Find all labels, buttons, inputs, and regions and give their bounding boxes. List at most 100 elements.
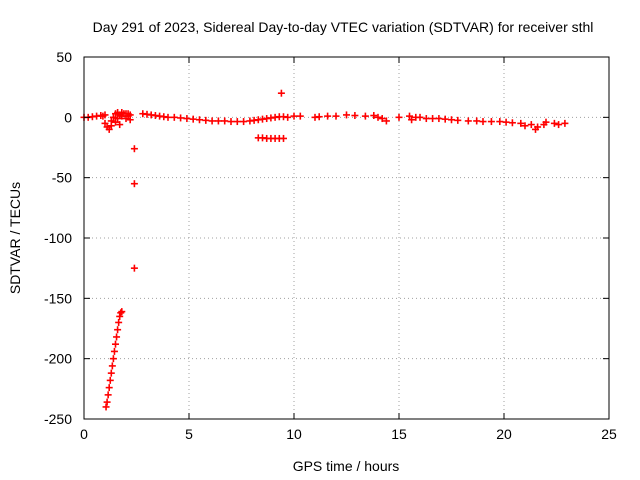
- y-tick-label: -100: [44, 230, 72, 246]
- data-point: [116, 312, 124, 320]
- data-point: [124, 110, 132, 118]
- data-point: [101, 111, 109, 119]
- y-tick-label: 50: [56, 49, 72, 65]
- data-point: [109, 113, 117, 121]
- data-point: [496, 118, 504, 126]
- data-point: [202, 116, 210, 124]
- data-point: [395, 113, 403, 121]
- data-point: [208, 117, 216, 125]
- data-point: [454, 116, 462, 124]
- data-point: [107, 369, 115, 377]
- data-point: [233, 118, 241, 126]
- grid: [84, 57, 609, 419]
- data-point: [103, 398, 111, 406]
- data-point: [561, 119, 569, 127]
- x-axis-label: GPS time / hours: [293, 458, 400, 474]
- data-point: [555, 121, 563, 129]
- data-point: [406, 112, 413, 120]
- data-point: [117, 309, 125, 317]
- data-point: [473, 117, 481, 125]
- data-point: [110, 347, 118, 355]
- data-point: [118, 308, 126, 316]
- data-point: [114, 115, 122, 123]
- data-point: [109, 355, 117, 363]
- y-tick-label: 0: [64, 109, 72, 125]
- data-point: [104, 391, 112, 399]
- data-point: [105, 125, 113, 133]
- data-point: [280, 134, 287, 142]
- data-point: [429, 115, 437, 123]
- data-point: [521, 122, 529, 130]
- data-point: [113, 333, 121, 341]
- data-point: [189, 115, 197, 123]
- x-tick-label: 10: [286, 426, 302, 442]
- data-point: [112, 118, 119, 126]
- data-point: [290, 112, 298, 120]
- data-point: [542, 118, 550, 126]
- data-point: [277, 89, 285, 97]
- data-point: [240, 118, 248, 126]
- y-tick-label: -50: [52, 170, 72, 186]
- data-point: [106, 376, 114, 384]
- data-point: [435, 115, 443, 123]
- data-point: [532, 125, 539, 133]
- data-point: [107, 117, 115, 125]
- data-point: [448, 116, 455, 124]
- data-point: [517, 119, 525, 127]
- x-tick-label: 5: [185, 426, 193, 442]
- data-point: [361, 112, 369, 120]
- data-point: [374, 113, 382, 121]
- data-point: [527, 121, 535, 129]
- y-axis-label: SDTVAR / TECUs: [7, 182, 23, 294]
- data-point: [487, 118, 495, 126]
- x-tick-label: 15: [391, 426, 407, 442]
- data-point: [502, 118, 510, 126]
- data-point: [315, 113, 323, 121]
- data-point: [464, 117, 472, 125]
- data-point: [130, 180, 138, 188]
- y-tick-label: -250: [44, 411, 72, 427]
- data-point: [105, 384, 113, 392]
- data-point: [416, 113, 424, 121]
- data-point: [108, 362, 116, 370]
- data-point: [284, 113, 292, 121]
- data-point: [102, 403, 110, 411]
- data-point: [112, 340, 119, 348]
- data-point: [382, 117, 390, 125]
- axis-ticks: 0 5 10 15 20 25 50 0 -50 -100 -150 -200 -250: [44, 49, 617, 442]
- data-point: [130, 264, 138, 272]
- data-point: [183, 115, 191, 123]
- data-point: [296, 112, 304, 120]
- data-point: [408, 116, 416, 124]
- data-point: [101, 119, 109, 127]
- data-point: [196, 116, 203, 124]
- data-point: [227, 118, 235, 126]
- data-points: [80, 89, 569, 411]
- data-point: [221, 117, 229, 125]
- data-point: [378, 115, 386, 123]
- data-point: [214, 117, 222, 125]
- data-point: [441, 115, 449, 123]
- x-tick-label: 20: [496, 426, 512, 442]
- data-point: [170, 113, 178, 121]
- y-tick-label: -150: [44, 290, 72, 306]
- data-point: [422, 115, 430, 123]
- data-point: [116, 121, 124, 129]
- data-point: [164, 113, 172, 121]
- data-point: [351, 112, 359, 120]
- x-tick-label: 0: [80, 426, 88, 442]
- data-point: [114, 326, 122, 334]
- data-point: [130, 145, 138, 153]
- y-tick-label: -200: [44, 351, 72, 367]
- data-point: [343, 111, 350, 119]
- data-point: [370, 112, 378, 120]
- data-point: [508, 119, 516, 127]
- data-point: [550, 119, 558, 127]
- data-point: [118, 109, 126, 117]
- data-point: [177, 114, 185, 122]
- data-point: [115, 318, 123, 326]
- data-point: [126, 116, 134, 124]
- data-point: [479, 118, 487, 126]
- chart-title: Day 291 of 2023, Sidereal Day-to-day VTE…: [93, 19, 594, 35]
